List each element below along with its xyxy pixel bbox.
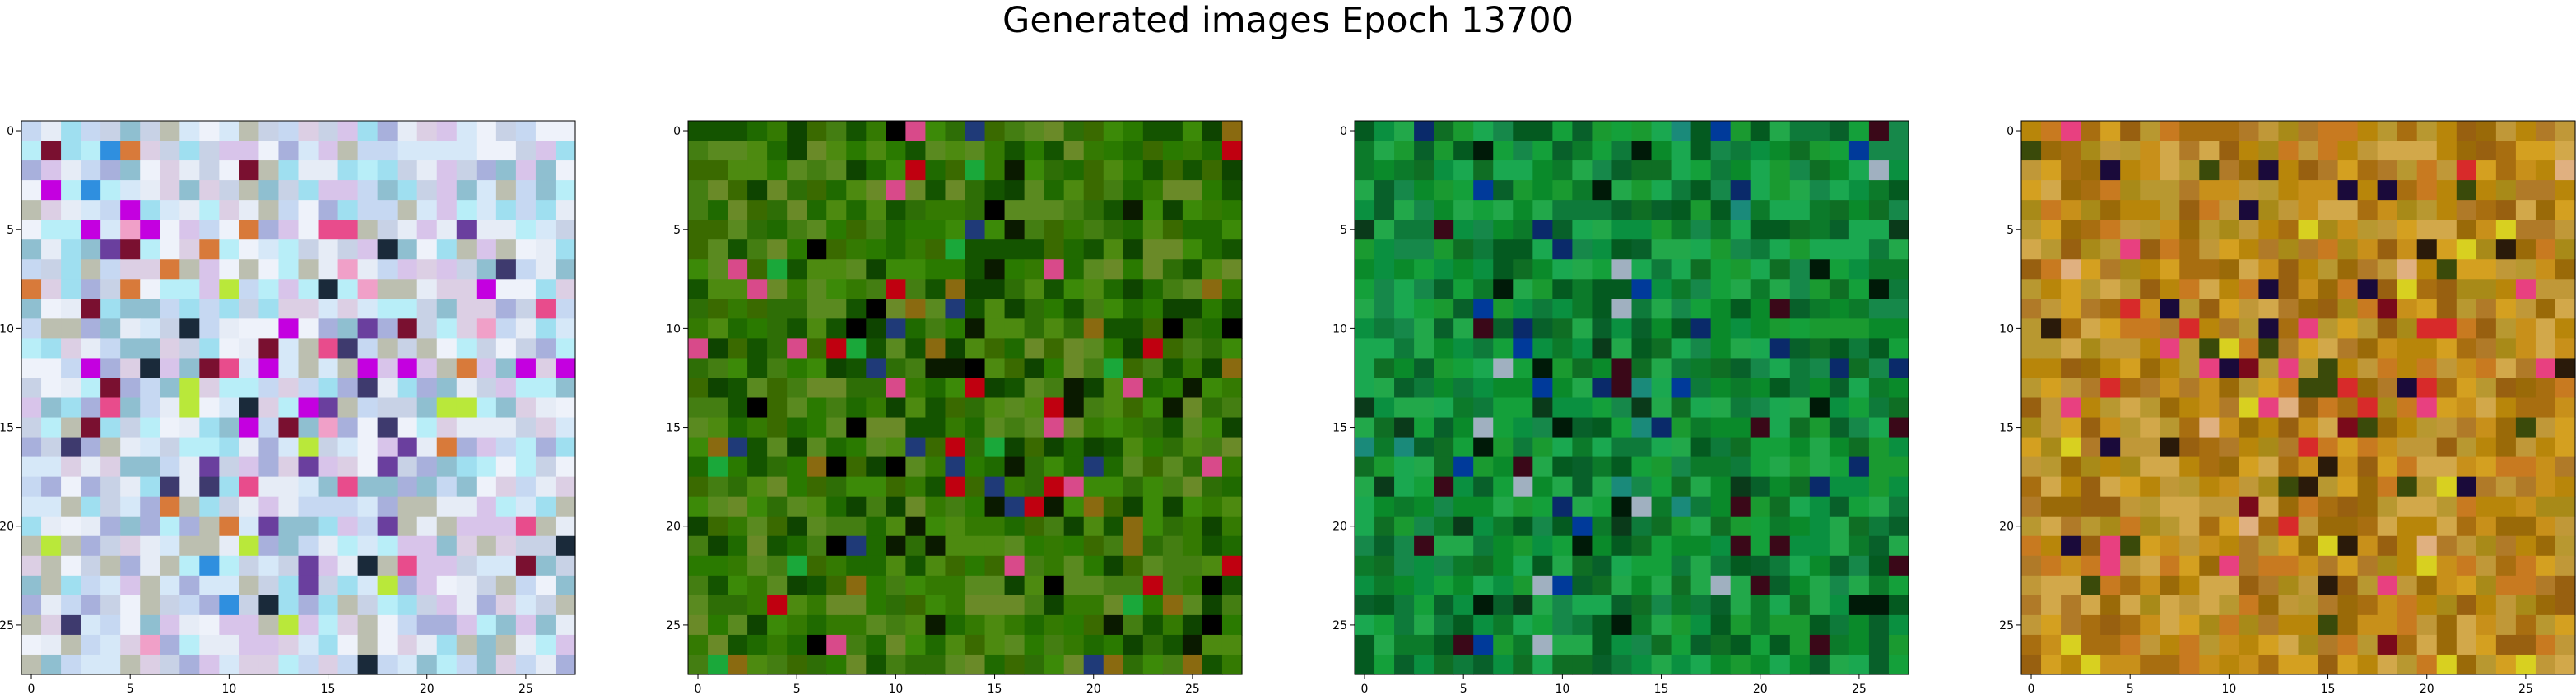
x-tick-label: 25 <box>2518 683 2533 695</box>
y-tick-label: 5 <box>1340 224 1347 237</box>
axes-frame <box>2020 120 2576 675</box>
y-tick-label: 25 <box>1332 619 1347 632</box>
y-tick-label: 0 <box>2006 125 2014 138</box>
y-tick-label: 15 <box>0 422 14 435</box>
x-tick-label: 5 <box>793 683 801 695</box>
generated-image <box>1355 121 1909 675</box>
y-tick-label: 25 <box>1999 619 2014 632</box>
y-tick-label: 10 <box>1332 322 1347 336</box>
y-tick-label: 10 <box>1999 322 2014 336</box>
x-tick-label: 20 <box>2420 683 2434 695</box>
axes-frame <box>21 120 576 675</box>
x-tick-label: 20 <box>420 683 435 695</box>
generated-image <box>688 121 1243 675</box>
x-tick-label: 15 <box>1654 683 1669 695</box>
x-tick-label: 10 <box>888 683 903 695</box>
y-tick-label: 0 <box>673 125 681 138</box>
y-tick-label: 0 <box>1340 125 1347 138</box>
x-tick-label: 0 <box>1361 683 1369 695</box>
x-tick-label: 10 <box>1555 683 1569 695</box>
y-tick-label: 15 <box>1999 422 2014 435</box>
panel-3: 0 5 10 15 20 25 0 5 10 15 20 25 <box>1332 120 1909 695</box>
y-tick-label: 25 <box>0 619 14 632</box>
x-tick-label: 15 <box>321 683 336 695</box>
y-tick-label: 10 <box>0 322 14 336</box>
y-tick-label: 20 <box>0 521 14 534</box>
x-tick-label: 25 <box>1852 683 1867 695</box>
axes-frame <box>687 120 1243 675</box>
panel-2: 0 5 10 15 20 25 0 5 10 15 20 25 <box>666 120 1243 695</box>
y-tick-label: 25 <box>666 619 681 632</box>
x-tick-label: 5 <box>2127 683 2134 695</box>
x-tick-label: 20 <box>1086 683 1101 695</box>
y-tick-label: 20 <box>1332 521 1347 534</box>
x-tick-label: 0 <box>695 683 702 695</box>
y-tick-label: 0 <box>7 125 14 138</box>
y-tick-label: 5 <box>2006 224 2014 237</box>
y-tick-label: 20 <box>666 521 681 534</box>
x-tick-label: 10 <box>221 683 236 695</box>
generated-image <box>21 121 576 675</box>
y-tick-label: 5 <box>673 224 681 237</box>
x-tick-label: 5 <box>127 683 134 695</box>
panel-1: 0 5 10 15 20 25 0 5 10 15 20 25 <box>0 120 576 695</box>
x-tick-label: 25 <box>518 683 533 695</box>
panel-4: 0 5 10 15 20 25 0 5 10 15 20 25 <box>1999 120 2576 695</box>
y-tick-label: 5 <box>7 224 14 237</box>
x-tick-label: 10 <box>2221 683 2236 695</box>
x-tick-label: 5 <box>1460 683 1467 695</box>
figure-title: Generated images Epoch 13700 <box>1002 0 1574 41</box>
y-tick-label: 15 <box>1332 422 1347 435</box>
y-tick-label: 15 <box>666 422 681 435</box>
y-tick-label: 20 <box>1999 521 2014 534</box>
x-tick-label: 20 <box>1753 683 1768 695</box>
x-tick-label: 25 <box>1185 683 1200 695</box>
x-tick-label: 0 <box>2028 683 2035 695</box>
x-tick-label: 15 <box>2321 683 2336 695</box>
x-tick-label: 15 <box>988 683 1002 695</box>
generated-image <box>2021 121 2576 675</box>
y-tick-label: 10 <box>666 322 681 336</box>
x-tick-label: 0 <box>28 683 35 695</box>
axes-frame <box>1354 120 1909 675</box>
